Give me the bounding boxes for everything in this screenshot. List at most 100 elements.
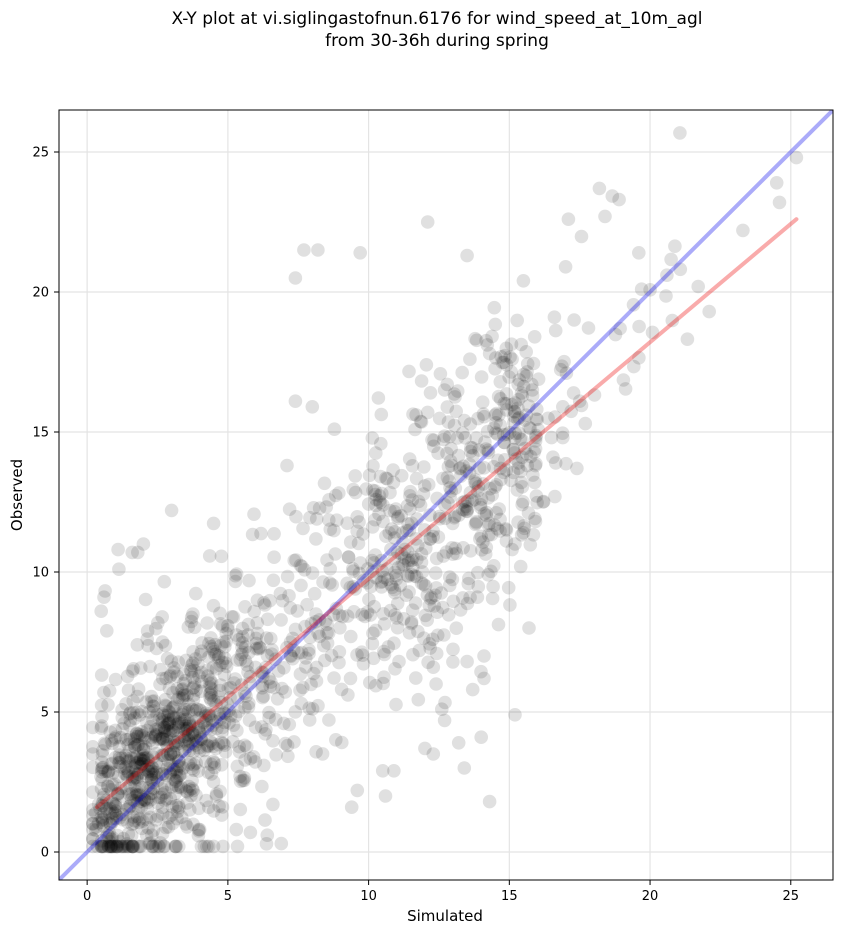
data-point [225,610,239,624]
data-point [522,621,536,635]
data-point [168,711,183,725]
data-point [149,765,164,780]
data-point [469,476,483,491]
data-point [298,619,312,634]
data-point [411,538,425,553]
data-point [112,755,126,770]
data-point [297,243,311,257]
data-point [157,748,171,763]
data-point [680,332,695,347]
data-point [377,670,391,684]
data-point [249,636,263,651]
data-point [346,564,361,578]
data-point [145,786,160,801]
data-point [267,680,281,695]
data-point [332,645,347,659]
data-point [185,658,199,673]
data-point [129,750,144,764]
data-point [184,788,198,803]
data-point [95,813,110,827]
data-point [242,645,256,660]
data-point [401,569,416,583]
data-point [444,484,459,498]
data-point [555,426,570,441]
data-point [189,788,203,802]
data-point [179,653,193,668]
data-point [140,769,154,784]
data-point [171,754,186,768]
data-point [258,598,272,612]
data-point [200,669,215,683]
data-point [171,780,186,795]
data-point [215,724,229,739]
data-point [481,445,496,460]
data-point [376,514,390,529]
data-point [89,806,103,820]
data-point [496,465,511,480]
data-point [106,797,121,811]
data-point [497,435,512,450]
data-point [417,479,432,493]
data-point [275,681,289,696]
data-point [128,779,142,793]
data-point [169,839,183,854]
data-point [422,637,437,651]
data-point [158,692,173,707]
data-point [374,436,388,451]
data-point [226,718,241,732]
data-point [516,495,530,509]
data-point [608,327,623,342]
data-point [468,517,483,532]
data-point [259,631,274,645]
data-point [446,594,461,609]
data-point [489,478,504,492]
data-point [243,669,257,684]
data-point [133,752,148,766]
data-point [155,807,170,821]
data-point [397,558,411,572]
data-point [105,811,120,826]
data-point [130,756,144,770]
data-point [180,737,195,751]
data-point [140,751,155,765]
data-point [230,691,245,705]
data-point [503,350,517,364]
data-point [368,512,382,527]
data-point [477,507,492,521]
data-point [348,582,363,596]
data-point [194,732,208,746]
data-point [480,338,495,352]
data-point [504,365,518,379]
data-point [94,668,109,682]
data-point [556,430,570,445]
data-point [119,781,134,796]
data-point [364,579,378,594]
data-point [389,568,403,583]
data-point [118,839,132,854]
data-point [111,542,125,557]
data-point [187,663,202,678]
data-point [97,685,111,700]
data-point [288,271,303,285]
data-point [173,759,187,773]
data-point [132,727,146,741]
data-point [159,792,174,806]
data-point [146,699,160,713]
data-point [135,704,149,719]
data-point [128,711,142,726]
data-point [668,239,682,253]
data-point [258,727,273,741]
data-point [135,780,150,795]
data-point [86,740,100,754]
data-point [382,526,397,540]
data-point [182,697,196,712]
data-point [413,498,428,513]
data-point [423,532,438,546]
data-point [518,441,532,456]
data-point [129,770,144,785]
data-point [232,739,246,754]
data-point [493,418,508,433]
data-point [491,389,506,404]
data-point [248,720,263,735]
data-point [182,717,197,731]
